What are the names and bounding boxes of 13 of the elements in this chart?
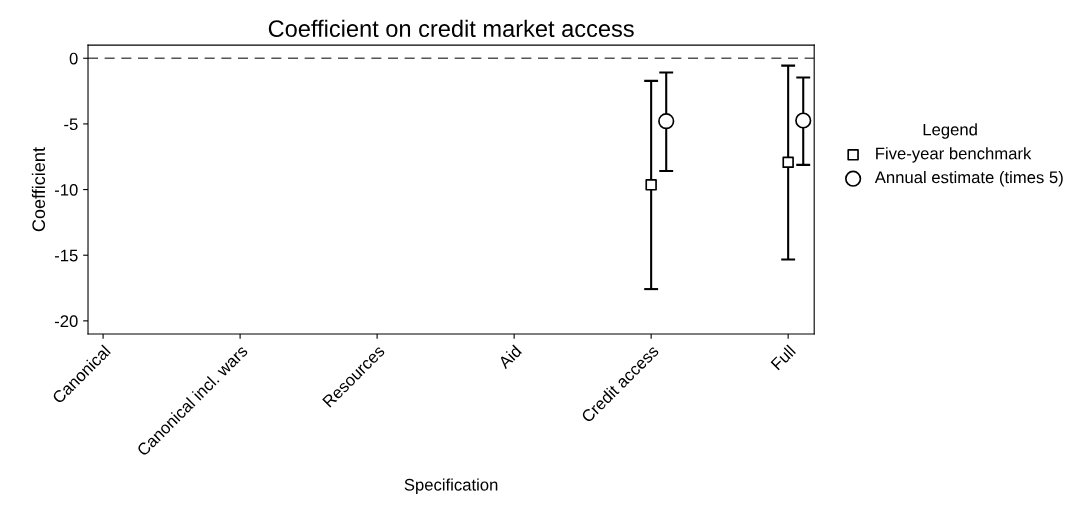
y-tick-label: -15: [54, 249, 78, 262]
y-tick-label: -5: [64, 118, 78, 131]
chart-title: Coefficient on credit market access: [268, 19, 634, 38]
x-axis-title: Specification: [404, 478, 498, 494]
y-tick-label: 0: [69, 52, 78, 65]
legend-label: Annual estimate (times 5): [874, 171, 1063, 187]
x-tick-label: Aid: [497, 344, 523, 370]
legend-title: Legend: [923, 123, 977, 139]
legend-label: Five-year benchmark: [876, 147, 1032, 163]
y-tick-label: -20: [54, 315, 78, 328]
y-tick-label: -10: [54, 183, 78, 196]
x-tick-label: Full: [770, 344, 797, 371]
y-axis-title: Coefficient: [31, 147, 46, 232]
